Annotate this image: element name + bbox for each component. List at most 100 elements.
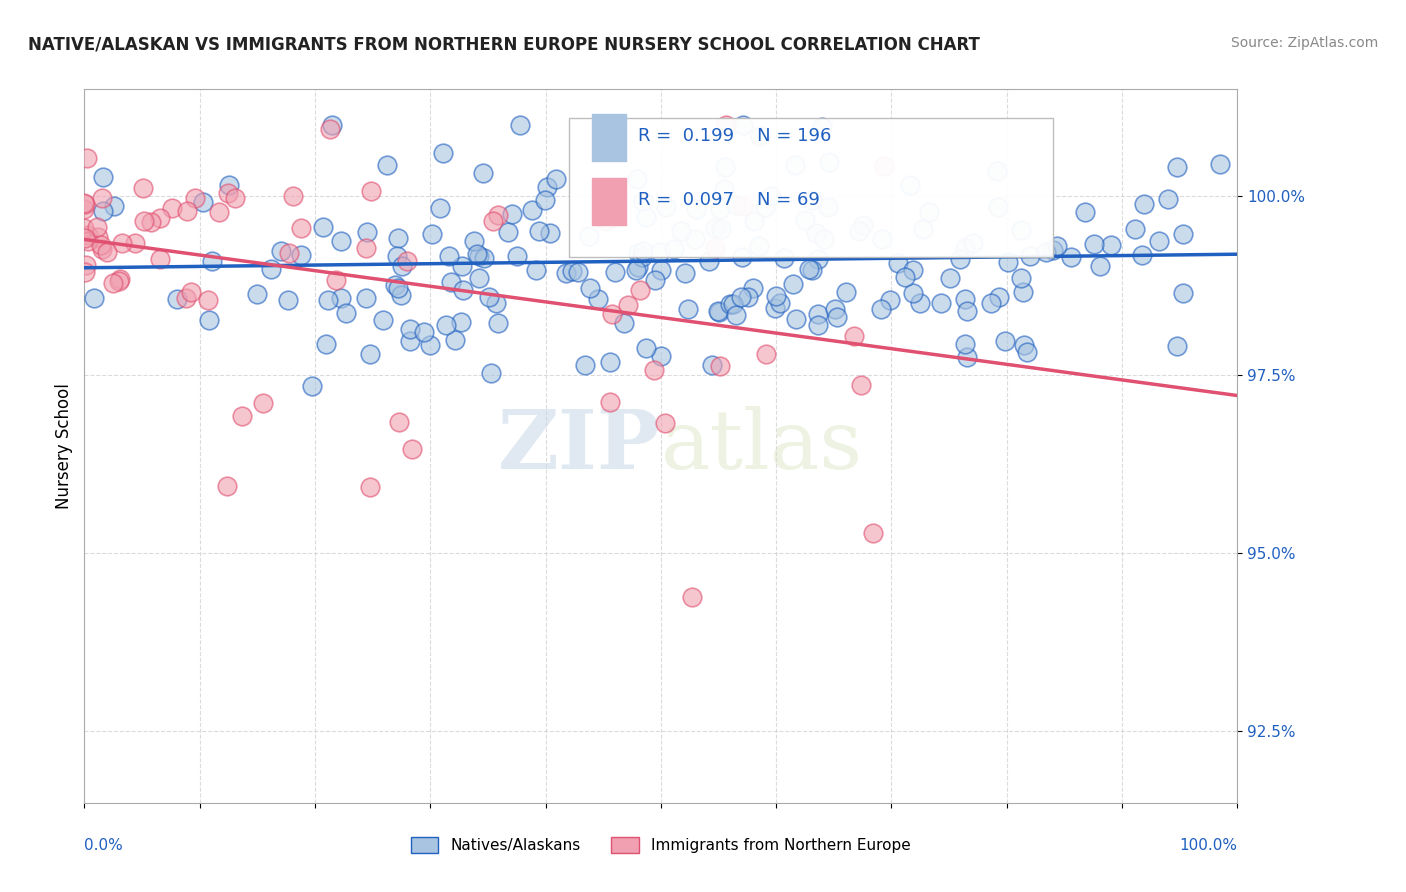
- Point: [1046, 239, 1069, 253]
- Point: [586, 293, 609, 307]
- Point: [707, 305, 730, 319]
- Point: [613, 316, 636, 330]
- Point: [1147, 234, 1170, 248]
- Point: [713, 182, 735, 196]
- Point: [955, 337, 977, 351]
- Point: [714, 160, 737, 174]
- Point: [463, 235, 485, 249]
- Point: [371, 313, 394, 327]
- Point: [354, 241, 377, 255]
- Point: [655, 200, 678, 214]
- Point: [879, 293, 901, 308]
- Point: [709, 202, 731, 216]
- Point: [468, 270, 491, 285]
- Point: [939, 271, 962, 285]
- Text: Source: ZipAtlas.com: Source: ZipAtlas.com: [1230, 36, 1378, 50]
- Point: [911, 221, 934, 235]
- Point: [650, 262, 672, 277]
- FancyBboxPatch shape: [568, 118, 1053, 257]
- Point: [600, 307, 623, 321]
- Point: [718, 297, 741, 311]
- Point: [785, 158, 807, 172]
- Point: [574, 358, 596, 372]
- Point: [360, 184, 382, 198]
- Point: [73, 202, 96, 217]
- Point: [218, 178, 240, 192]
- Point: [1042, 243, 1064, 257]
- Point: [1012, 338, 1035, 352]
- Point: [769, 296, 792, 310]
- Point: [683, 232, 706, 246]
- Point: [149, 211, 172, 226]
- Point: [962, 236, 984, 251]
- Point: [335, 306, 357, 320]
- Point: [1132, 248, 1154, 262]
- Point: [1157, 192, 1180, 206]
- Point: [325, 273, 347, 287]
- Point: [773, 251, 796, 265]
- Point: [359, 480, 381, 494]
- Bar: [592, 178, 626, 225]
- Point: [329, 292, 352, 306]
- Point: [290, 221, 312, 235]
- Point: [603, 265, 626, 279]
- Point: [1017, 345, 1039, 359]
- Point: [198, 313, 221, 327]
- Point: [93, 204, 115, 219]
- Point: [703, 241, 725, 255]
- Point: [910, 295, 932, 310]
- Point: [702, 358, 724, 372]
- Point: [245, 287, 267, 301]
- Point: [742, 213, 765, 227]
- Point: [160, 201, 183, 215]
- Point: [710, 222, 733, 236]
- Text: 0.0%: 0.0%: [84, 838, 124, 853]
- Point: [316, 293, 339, 307]
- Point: [648, 245, 671, 260]
- Point: [86, 219, 108, 234]
- Point: [356, 291, 378, 305]
- Point: [817, 201, 839, 215]
- Point: [315, 336, 337, 351]
- Point: [754, 201, 776, 215]
- Point: [231, 409, 253, 424]
- Point: [748, 239, 770, 253]
- Point: [901, 263, 924, 277]
- Point: [478, 290, 501, 304]
- Point: [737, 290, 759, 304]
- Point: [486, 317, 509, 331]
- Point: [413, 325, 436, 339]
- Point: [1083, 237, 1105, 252]
- Point: [90, 237, 112, 252]
- Bar: [592, 114, 626, 161]
- Point: [671, 224, 693, 238]
- Point: [931, 296, 953, 310]
- Point: [420, 227, 443, 242]
- Point: [628, 283, 651, 297]
- Point: [377, 158, 399, 172]
- Point: [894, 270, 917, 285]
- Point: [697, 254, 720, 268]
- Point: [301, 379, 323, 393]
- Point: [1073, 204, 1095, 219]
- Point: [733, 118, 755, 132]
- Point: [270, 244, 292, 258]
- Point: [800, 193, 823, 207]
- Point: [277, 293, 299, 308]
- Point: [522, 202, 544, 217]
- Point: [1010, 223, 1032, 237]
- Text: atlas: atlas: [661, 406, 863, 486]
- Point: [401, 442, 423, 456]
- Point: [807, 252, 830, 266]
- Point: [419, 337, 441, 351]
- Point: [624, 262, 647, 277]
- Point: [794, 213, 817, 227]
- Point: [725, 197, 748, 211]
- Point: [321, 118, 343, 132]
- Point: [1173, 286, 1195, 301]
- Point: [994, 334, 1017, 348]
- Point: [252, 396, 274, 410]
- Point: [176, 203, 198, 218]
- Point: [73, 220, 96, 235]
- Point: [987, 200, 1010, 214]
